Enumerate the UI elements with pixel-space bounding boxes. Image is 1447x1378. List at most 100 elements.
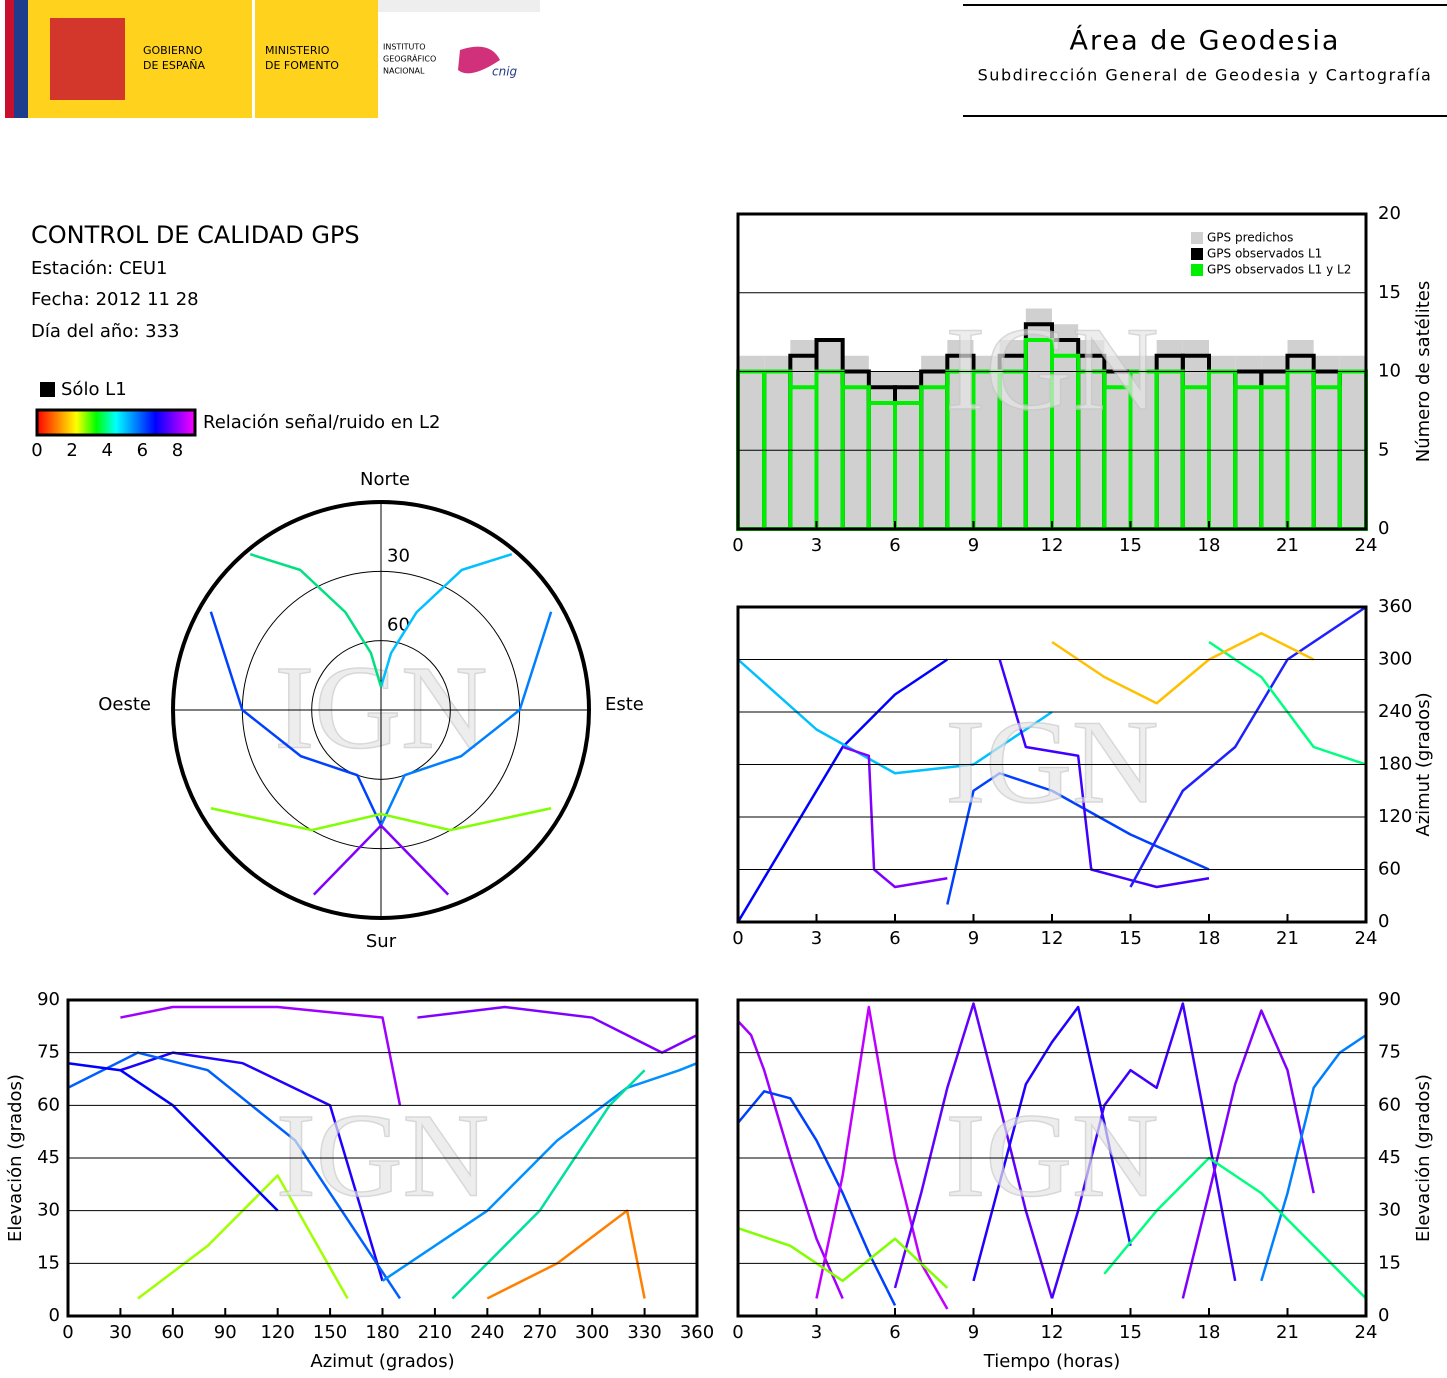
y-tick-label: 240 xyxy=(1378,701,1412,722)
x-tick-label: 0 xyxy=(62,1322,73,1343)
eu-stripe xyxy=(14,0,28,118)
bar xyxy=(1130,355,1157,529)
bar xyxy=(1287,340,1314,529)
divider xyxy=(252,0,255,118)
gov-line: GOBIERNO xyxy=(143,44,203,57)
bar xyxy=(764,355,791,529)
x-tick-label: 24 xyxy=(1355,928,1378,949)
track xyxy=(1103,1156,1367,1300)
cnig-logo xyxy=(458,46,500,74)
x-axis-label: Tiempo (horas) xyxy=(983,1351,1121,1372)
x-tick-label: 3 xyxy=(811,535,822,556)
bar xyxy=(1182,340,1209,529)
watermark: IGN xyxy=(276,1089,489,1222)
x-tick-label: 18 xyxy=(1198,535,1221,556)
x-tick-label: 150 xyxy=(313,1322,347,1343)
colorbar-tick: 0 xyxy=(31,440,42,461)
x-tick-label: 12 xyxy=(1041,928,1064,949)
x-tick-label: 330 xyxy=(627,1322,661,1343)
y-axis-label: Azimut (grados) xyxy=(1413,692,1434,836)
cnig-text: cnig xyxy=(492,65,518,79)
colorbar-tick: 4 xyxy=(101,440,112,461)
bar xyxy=(1104,355,1131,529)
y-tick-label: 15 xyxy=(37,1252,60,1273)
flag-stripe xyxy=(5,0,14,118)
bar xyxy=(738,355,765,529)
dir-north: Norte xyxy=(360,469,410,490)
track xyxy=(486,1209,646,1300)
elevation-ring xyxy=(311,640,451,780)
plot-frame xyxy=(736,212,1368,531)
x-tick-label: 21 xyxy=(1276,928,1299,949)
bar xyxy=(1156,340,1183,529)
track xyxy=(417,1005,698,1054)
colorbar-label: Relación señal/ruido en L2 xyxy=(203,412,440,433)
x-tick-label: 300 xyxy=(575,1322,609,1343)
x-tick-label: 0 xyxy=(732,535,743,556)
x-axis-label: Azimut (grados) xyxy=(310,1351,454,1372)
bar xyxy=(816,340,843,529)
x-tick-label: 0 xyxy=(732,928,743,949)
x-tick-label: 360 xyxy=(680,1322,714,1343)
y-tick-label: 60 xyxy=(1378,1094,1401,1115)
l1-swatch xyxy=(40,382,55,397)
track xyxy=(120,1051,384,1282)
bar xyxy=(973,355,1000,529)
ring-label: 60 xyxy=(387,615,410,636)
x-tick-label: 3 xyxy=(811,928,822,949)
y-tick-label: 0 xyxy=(49,1305,60,1326)
x-tick-label: 120 xyxy=(260,1322,294,1343)
legend-swatch xyxy=(1191,264,1203,276)
sky-track xyxy=(249,553,383,688)
dir-west: Oeste xyxy=(98,694,151,715)
y-axis-label: Número de satélites xyxy=(1413,281,1434,463)
bar xyxy=(1209,355,1236,529)
day-of-year: Día del año: 333 xyxy=(31,321,179,342)
track xyxy=(120,1005,402,1106)
legend-swatch xyxy=(1191,248,1203,260)
x-tick-label: 30 xyxy=(109,1322,132,1343)
x-tick-label: 210 xyxy=(418,1322,452,1343)
y-axis-label: Elevación (grados) xyxy=(5,1074,26,1242)
track xyxy=(998,659,1210,889)
x-tick-label: 6 xyxy=(889,1322,900,1343)
bar xyxy=(842,355,869,529)
x-tick-label: 90 xyxy=(214,1322,237,1343)
y-tick-label: 20 xyxy=(1378,203,1401,224)
track xyxy=(972,1005,1132,1282)
ign-line: INSTITUTO xyxy=(383,43,426,52)
sky-track xyxy=(210,807,552,832)
track xyxy=(67,1061,279,1212)
ministry-line: MINISTERIO xyxy=(265,44,330,57)
bar xyxy=(1052,324,1079,529)
track xyxy=(1129,605,1367,888)
legend-swatch xyxy=(1191,232,1203,244)
report-title: CONTROL DE CALIDAD GPS xyxy=(31,221,360,249)
x-tick-label: 9 xyxy=(968,535,979,556)
ign-line: NACIONAL xyxy=(383,67,425,76)
x-tick-label: 18 xyxy=(1198,1322,1221,1343)
colorbar-tick: 8 xyxy=(172,440,183,461)
x-tick-label: 24 xyxy=(1355,1322,1378,1343)
y-tick-label: 60 xyxy=(37,1094,60,1115)
dir-east: Este xyxy=(605,694,644,715)
x-tick-label: 9 xyxy=(968,928,979,949)
track xyxy=(381,1062,698,1282)
bar xyxy=(1313,355,1340,529)
legend-label: GPS observados L1 xyxy=(1207,247,1322,261)
bar xyxy=(921,355,948,529)
watermark: IGN xyxy=(945,302,1158,435)
x-tick-label: 270 xyxy=(523,1322,557,1343)
bar xyxy=(1339,355,1366,529)
y-tick-label: 75 xyxy=(37,1042,60,1063)
watermark: IGN xyxy=(945,695,1158,828)
track xyxy=(1050,1002,1237,1299)
track xyxy=(1260,1034,1367,1282)
track xyxy=(737,658,1053,775)
sky-track xyxy=(379,611,553,827)
track xyxy=(737,1227,949,1289)
x-tick-label: 24 xyxy=(1355,535,1378,556)
legend-label: GPS observados L1 y L2 xyxy=(1207,263,1351,277)
